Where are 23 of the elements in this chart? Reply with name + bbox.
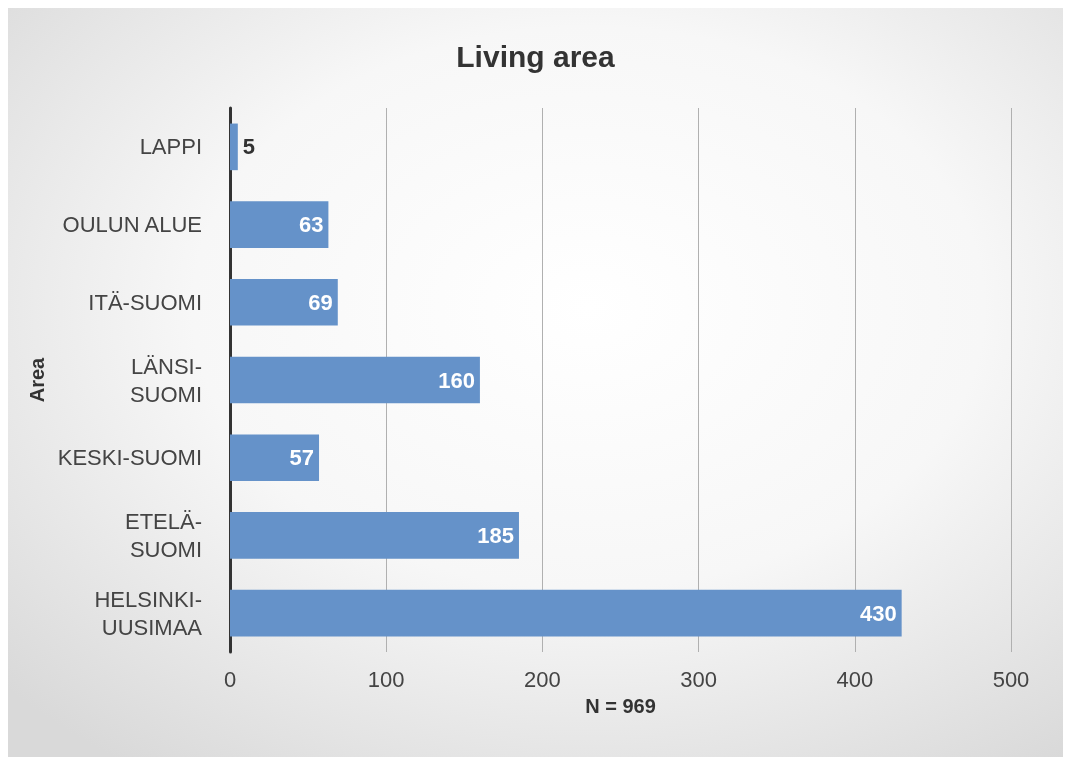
data-label: 185 <box>477 522 514 548</box>
y-tick-label: ITÄ-SUOMI <box>88 289 202 315</box>
data-label: 63 <box>298 212 324 238</box>
y-tick-label: HELSINKI- UUSIMAA <box>94 586 203 640</box>
x-tick-label: 400 <box>836 666 874 692</box>
chart-title: Living area <box>456 39 616 73</box>
data-label: 5 <box>242 134 256 160</box>
y-tick-label: KESKI-SUOMI <box>57 445 202 471</box>
x-tick-label: 300 <box>680 666 717 692</box>
y-tick-label: OULUN ALUE <box>62 212 202 238</box>
data-label: 160 <box>438 367 475 393</box>
y-axis-title: Area <box>25 356 48 403</box>
x-tick-label: 200 <box>524 666 561 692</box>
x-tick-label: 100 <box>367 666 405 692</box>
x-axis-title: N = 969 <box>585 695 656 717</box>
x-tick-label: 0 <box>223 666 237 692</box>
data-label: 69 <box>308 289 333 315</box>
y-tick-label: ETELÄ- SUOMI <box>124 508 202 562</box>
y-tick-label: LÄNSI- SUOMI <box>129 353 202 407</box>
y-tick-label: LAPPI <box>139 134 202 160</box>
data-label: 57 <box>289 445 315 471</box>
x-tick-label: 500 <box>992 666 1030 692</box>
data-label: 430 <box>859 600 897 626</box>
